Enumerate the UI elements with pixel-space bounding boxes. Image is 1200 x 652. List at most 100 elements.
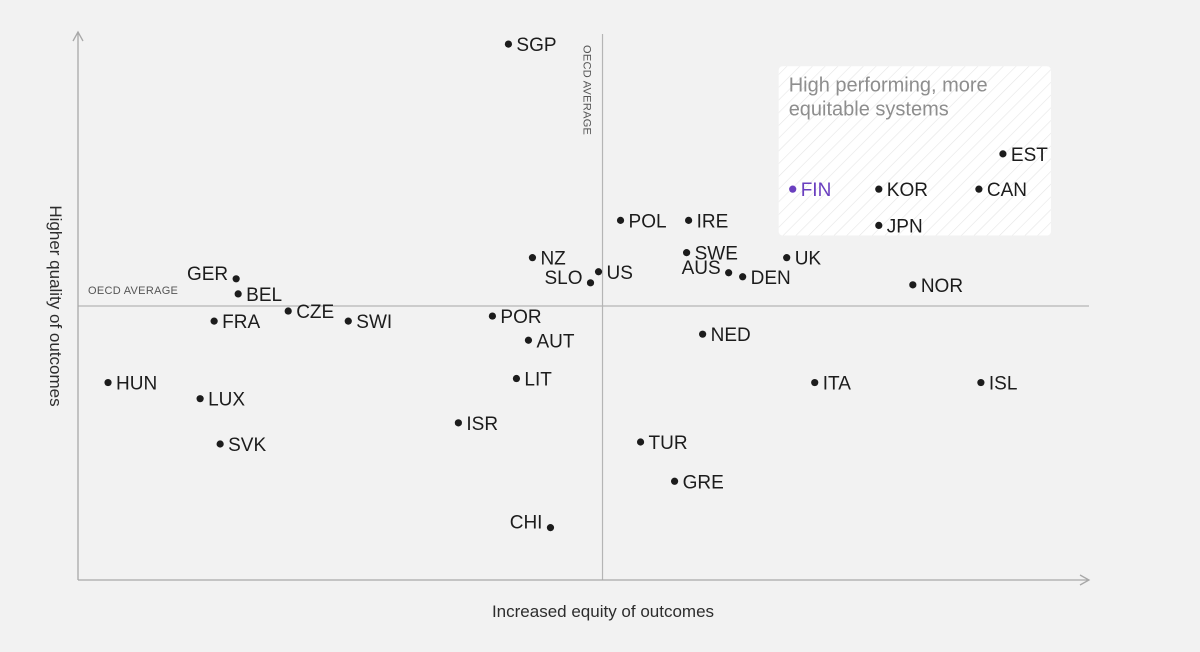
point-marker-fin — [789, 185, 797, 193]
point-label-kor: KOR — [887, 180, 928, 201]
data-point-ita: ITA — [811, 374, 851, 395]
point-marker-cze — [284, 307, 292, 315]
point-marker-hun — [104, 378, 112, 387]
point-marker-den — [739, 273, 747, 281]
data-points: SGP EST FIN KOR CAN JPN POL IRE NZ SWE UK US SLO AUS D… — [104, 35, 1048, 534]
point-marker-ita — [811, 378, 819, 387]
point-label-chi: CHI — [510, 513, 543, 534]
point-marker-slo — [586, 279, 595, 287]
quadrant-text-line-2: equitable systems — [789, 98, 949, 120]
data-point-ger: GER — [187, 264, 240, 285]
point-marker-uk — [783, 254, 791, 262]
point-marker-gre — [670, 477, 679, 485]
point-label-gre: GRE — [683, 472, 724, 493]
point-label-lux: LUX — [208, 390, 245, 411]
point-marker-swi — [344, 317, 352, 325]
point-label-ned: NED — [711, 325, 751, 346]
quadrant-hatch — [778, 66, 1051, 236]
data-point-swe: SWE — [683, 244, 738, 265]
point-marker-kor — [875, 185, 883, 193]
point-label-jpn: JPN — [887, 216, 923, 237]
point-label-us: US — [607, 263, 633, 284]
point-label-den: DEN — [751, 268, 791, 289]
data-point-kor: KOR — [875, 180, 928, 201]
point-marker-aus — [725, 269, 733, 277]
y-axis-title: Higher quality of outcomes — [46, 205, 65, 406]
point-marker-isl — [977, 378, 985, 387]
point-label-swe: SWE — [695, 244, 738, 265]
data-point-est: EST — [999, 145, 1048, 166]
data-point-aus: AUS — [682, 258, 733, 279]
point-marker-chi — [546, 524, 555, 532]
quadrant-annotation: High performing, more equitable systems — [778, 66, 1051, 236]
point-marker-nz — [528, 254, 537, 262]
point-label-ire: IRE — [697, 211, 729, 232]
point-marker-isr — [454, 419, 462, 427]
data-point-swi: SWI — [344, 312, 392, 333]
data-point-hun: HUN — [104, 374, 157, 395]
x-axis-arrow-icon — [1079, 574, 1091, 586]
data-point-jpn: JPN — [875, 216, 923, 237]
point-label-isl: ISL — [989, 374, 1018, 395]
point-label-tur: TUR — [649, 433, 688, 454]
data-point-fin: FIN — [789, 180, 831, 201]
point-label-nz: NZ — [540, 249, 566, 270]
point-label-bel: BEL — [246, 285, 282, 306]
data-point-slo: SLO — [544, 268, 595, 289]
point-marker-nor — [909, 281, 917, 289]
point-marker-ger — [232, 275, 240, 283]
point-label-svk: SVK — [228, 435, 266, 456]
point-label-cze: CZE — [296, 302, 334, 323]
point-label-slo: SLO — [544, 268, 582, 289]
data-point-sgp: SGP — [504, 35, 557, 56]
quadrant-text-line-1: High performing, more — [789, 74, 988, 96]
data-point-uk: UK — [783, 249, 821, 270]
data-point-ire: IRE — [685, 211, 728, 232]
data-point-tur: TUR — [636, 433, 688, 454]
data-point-nz: NZ — [528, 249, 566, 270]
point-marker-can — [975, 185, 983, 193]
point-label-lit: LIT — [524, 370, 552, 391]
point-marker-pol — [616, 216, 625, 224]
point-marker-svk — [216, 440, 224, 448]
data-point-lit: LIT — [512, 370, 552, 391]
data-point-aut: AUT — [524, 331, 575, 352]
point-label-fin: FIN — [801, 180, 832, 201]
data-point-isr: ISR — [454, 414, 498, 435]
data-point-isl: ISL — [977, 374, 1017, 395]
data-point-us: US — [594, 263, 633, 284]
data-point-bel: BEL — [234, 285, 282, 306]
point-label-nor: NOR — [921, 276, 963, 297]
point-marker-sgp — [504, 40, 513, 48]
data-point-svk: SVK — [216, 435, 266, 456]
point-marker-bel — [234, 290, 242, 298]
data-point-gre: GRE — [670, 472, 724, 493]
data-point-can: CAN — [975, 180, 1027, 201]
y-axis-arrow-icon — [72, 30, 84, 42]
data-point-ned: NED — [699, 325, 751, 346]
axes — [72, 30, 1091, 586]
point-label-pol: POL — [629, 211, 667, 232]
point-label-ita: ITA — [823, 374, 851, 395]
x-axis-title: Increased equity of outcomes — [492, 602, 714, 621]
data-point-lux: LUX — [196, 390, 245, 411]
data-point-pol: POL — [616, 211, 667, 232]
point-marker-ire — [685, 216, 693, 224]
data-point-chi: CHI — [510, 513, 555, 534]
point-marker-aut — [524, 336, 533, 344]
point-label-hun: HUN — [116, 374, 157, 395]
y-reference-label: OECD AVERAGE — [581, 45, 593, 135]
point-marker-por — [488, 312, 497, 320]
x-reference-label: OECD AVERAGE — [88, 285, 178, 297]
point-marker-est — [999, 150, 1007, 158]
point-marker-swe — [683, 249, 691, 257]
point-label-est: EST — [1011, 145, 1048, 166]
data-point-nor: NOR — [909, 276, 963, 297]
point-label-uk: UK — [795, 249, 822, 270]
point-marker-lit — [512, 374, 521, 383]
point-marker-us — [594, 268, 603, 276]
point-marker-ned — [699, 330, 707, 338]
point-marker-lux — [196, 395, 204, 403]
point-label-aus: AUS — [682, 258, 721, 279]
